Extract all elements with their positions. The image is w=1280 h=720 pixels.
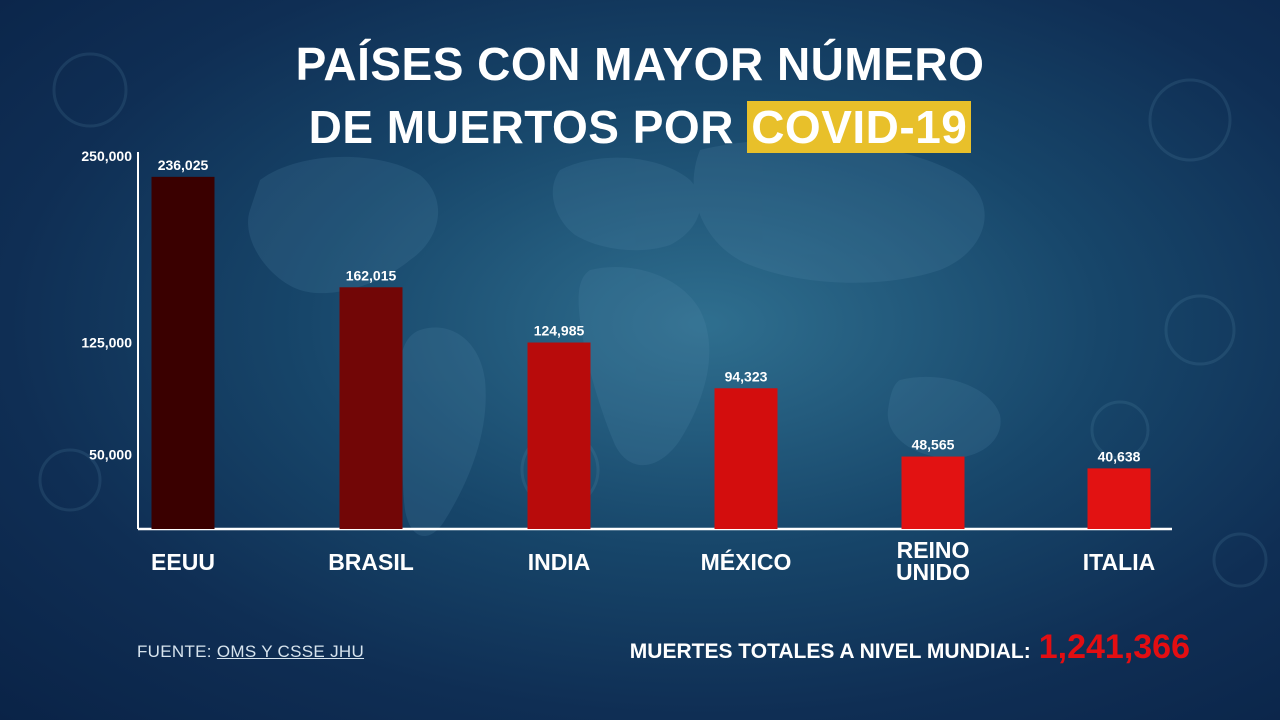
source-prefix: FUENTE: [137, 642, 217, 661]
bar [901, 456, 965, 529]
x-category-label: EEUU [151, 549, 215, 575]
y-tick-label: 250,000 [81, 148, 132, 164]
chart-title-prefix: DE MUERTOS POR [308, 101, 748, 153]
y-tick-label: 50,000 [89, 446, 132, 462]
bar [151, 176, 215, 529]
bar-value-label: 40,638 [1098, 448, 1141, 464]
bar-value-label: 162,015 [346, 267, 397, 283]
total-deaths: MUERTES TOTALES A NIVEL MUNDIAL: 1,241,3… [630, 628, 1190, 667]
x-category-label: INDIA [528, 549, 591, 575]
x-category-label: MÉXICO [701, 548, 792, 575]
bar [714, 388, 778, 529]
bar-value-label: 124,985 [534, 323, 585, 339]
bar [1087, 468, 1151, 529]
source-link[interactable]: OMS Y CSSE JHU [216, 642, 365, 661]
bar-value-label: 94,323 [725, 368, 768, 384]
chart-title-line-2: DE MUERTOS POR COVID-19 [0, 99, 1280, 155]
chart-title-highlight: COVID-19 [747, 101, 972, 153]
chart-title-line-1: PAÍSES CON MAYOR NÚMERO [295, 38, 985, 90]
x-category-label: BRASIL [328, 549, 414, 575]
bar [527, 342, 591, 529]
x-category-label: REINO [897, 537, 970, 563]
x-category-label: ITALIA [1083, 549, 1155, 575]
bar-value-label: 48,565 [912, 437, 955, 453]
bar [339, 287, 403, 529]
x-category-label: UNIDO [896, 559, 970, 585]
total-label: MUERTES TOTALES A NIVEL MUNDIAL: [629, 640, 1031, 663]
source-note: FUENTE: OMS Y CSSE JHU [137, 642, 364, 662]
bar-value-label: 236,025 [158, 157, 209, 173]
y-tick-label: 125,000 [81, 335, 132, 351]
total-value: 1,241,366 [1038, 628, 1190, 666]
